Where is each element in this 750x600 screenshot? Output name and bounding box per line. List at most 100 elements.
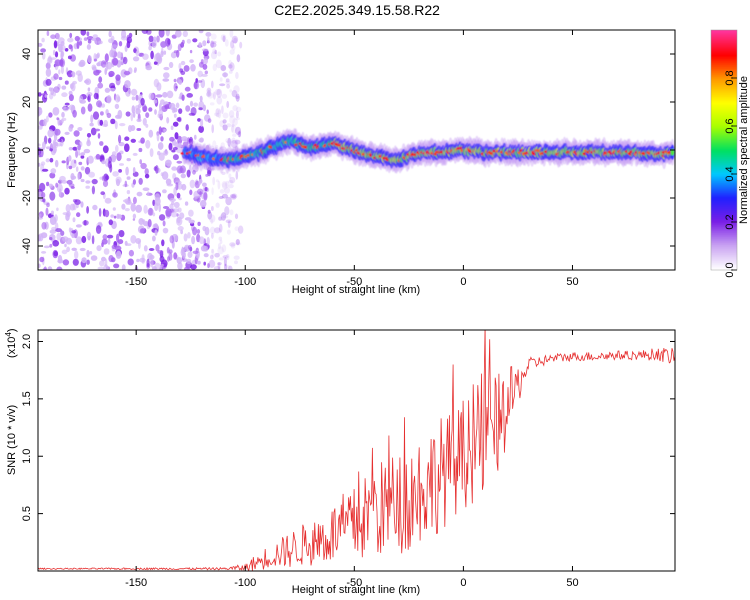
noise-blob	[87, 87, 91, 92]
noise-blob	[223, 71, 227, 79]
noise-blob	[147, 219, 152, 228]
noise-blob	[176, 49, 180, 58]
noise-blob	[228, 59, 232, 67]
noise-blob	[162, 220, 166, 227]
noise-blob	[146, 258, 150, 268]
noise-blob	[176, 216, 181, 224]
noise-blob	[176, 160, 183, 164]
noise-blob	[74, 250, 79, 260]
noise-blob	[189, 49, 193, 54]
colorbar-cell	[711, 246, 737, 249]
noise-blob	[222, 215, 229, 219]
colorbar-cell	[711, 114, 737, 117]
noise-blob	[69, 83, 74, 90]
noise-blob	[197, 118, 201, 122]
noise-blob	[222, 72, 229, 78]
noise-blob	[103, 248, 110, 255]
noise-blob	[154, 197, 161, 206]
noise-blob	[221, 171, 226, 175]
noise-blob	[235, 106, 242, 113]
noise-blob	[68, 125, 73, 132]
noise-blob	[147, 252, 153, 261]
noise-blob	[188, 112, 196, 116]
noise-blob	[106, 112, 112, 119]
noise-blob	[185, 124, 189, 131]
colorbar-cell	[711, 38, 737, 41]
noise-blob	[102, 234, 108, 240]
noise-blob	[222, 124, 228, 131]
noise-blob	[41, 222, 47, 230]
colorbar-cell	[711, 200, 737, 203]
noise-blob	[60, 65, 64, 75]
noise-blob	[125, 243, 132, 247]
noise-blob	[64, 187, 70, 195]
noise-blob	[56, 117, 59, 121]
noise-blob	[203, 245, 209, 252]
noise-blob	[138, 177, 143, 185]
noise-blob	[190, 64, 196, 72]
noise-blob	[110, 155, 117, 163]
noise-blob	[132, 167, 136, 174]
noise-blob	[201, 48, 209, 52]
noise-blob	[141, 30, 149, 34]
noise-blob	[51, 226, 57, 231]
noise-blob	[108, 70, 115, 77]
colorbar-frame	[710, 29, 738, 271]
noise-blob	[78, 161, 83, 166]
y-tick-label: -40	[21, 238, 33, 254]
noise-blob	[192, 169, 196, 175]
noise-blob	[89, 251, 93, 255]
noise-blob	[49, 157, 54, 163]
noise-blob	[204, 70, 208, 75]
noise-blob	[217, 262, 222, 266]
colorbar: 0.0 0.2 0.4 0.6 0.8 Normalized spectral ampl…	[710, 29, 750, 278]
noise-blob	[211, 80, 214, 89]
noise-blob	[118, 41, 123, 47]
noise-blob	[65, 204, 71, 213]
colorbar-cell	[711, 194, 737, 197]
noise-blob	[53, 86, 60, 93]
noise-blob	[155, 165, 159, 174]
noise-blob	[230, 194, 237, 200]
noise-blob	[230, 124, 237, 134]
noise-blob	[186, 38, 192, 44]
noise-blob	[45, 207, 49, 216]
noise-blob	[222, 112, 229, 119]
noise-blob	[238, 225, 244, 234]
colorbar-cell	[711, 116, 737, 119]
noise-blob	[228, 64, 233, 69]
noise-blob	[163, 150, 169, 156]
noise-blob	[181, 94, 185, 101]
noise-blob	[188, 219, 195, 224]
noise-blob	[162, 91, 168, 98]
noise-blob	[150, 50, 154, 60]
noise-blob	[126, 158, 131, 162]
y-tick-label: 20	[21, 96, 33, 108]
noise-blob	[46, 181, 50, 187]
colorbar-cell	[711, 166, 737, 169]
noise-blob	[85, 185, 90, 189]
colorbar-cell	[711, 230, 737, 233]
colorbar-cell	[711, 50, 737, 53]
noise-blob	[80, 178, 85, 183]
colorbar-cell	[711, 240, 737, 243]
chart-title: C2E2.2025.349.15.58.R22	[274, 2, 440, 18]
colorbar-cell	[711, 234, 737, 237]
noise-blob	[39, 256, 45, 263]
noise-blob	[111, 151, 117, 157]
noise-blob	[101, 123, 109, 128]
colorbar-cell	[711, 132, 737, 135]
noise-blob	[78, 95, 84, 103]
snr-panel: -150 -100 -50 0 50 2.0 1.5 1.0 0.5 Height of st…	[4, 328, 676, 596]
noise-blob	[153, 223, 158, 229]
noise-blob	[77, 172, 80, 180]
noise-blob	[111, 244, 117, 250]
noise-blob	[87, 55, 92, 63]
noise-blob	[142, 105, 148, 112]
noise-blob	[161, 239, 165, 247]
noise-blob	[218, 223, 223, 233]
noise-blob	[122, 56, 128, 65]
noise-blob	[166, 90, 174, 99]
noise-blob	[231, 35, 239, 44]
noise-blob	[121, 264, 126, 270]
